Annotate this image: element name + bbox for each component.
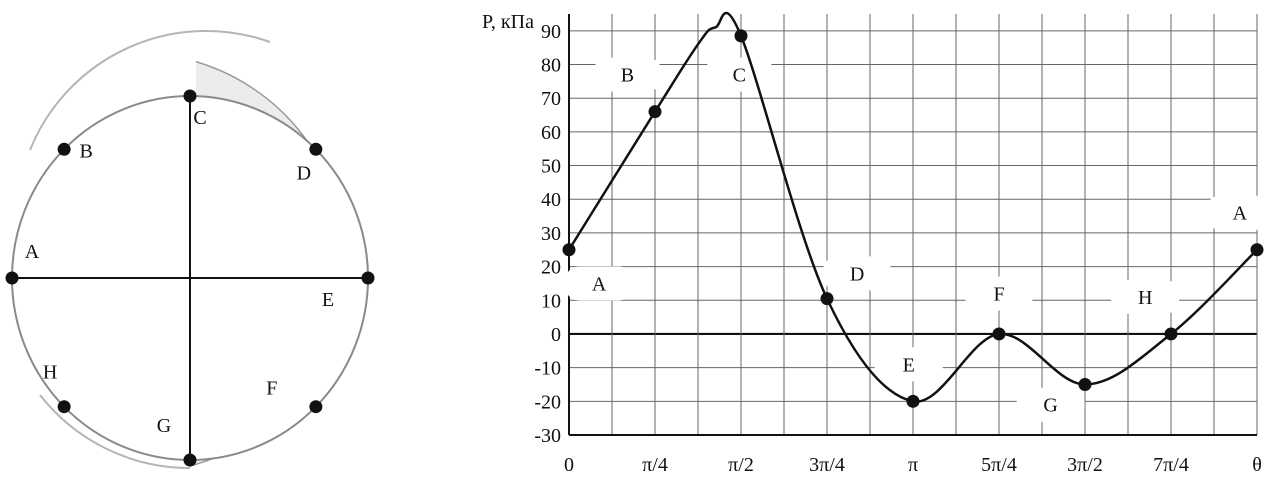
y-tick-label: -20 bbox=[534, 391, 561, 413]
plot-label-a: A bbox=[1233, 203, 1248, 225]
circle-label-a: A bbox=[25, 241, 40, 263]
plot-point-c bbox=[734, 29, 748, 43]
y-tick-label: 20 bbox=[541, 257, 561, 279]
circle-label-e: E bbox=[322, 289, 334, 311]
plot-label-c: C bbox=[733, 65, 746, 87]
crescent-gap-right bbox=[372, 273, 432, 282]
x-tick-label: 3π/4 bbox=[809, 454, 845, 476]
circle-label-d: D bbox=[297, 162, 311, 184]
x-tick-label: 3π/2 bbox=[1067, 454, 1103, 476]
pressure-plot: -30 -20 -10 0 10 20 30 40 50 60 70 80 90 0 π/4 π/2 3π/4 π… bbox=[482, 11, 1274, 476]
y-tick-label: 0 bbox=[551, 324, 561, 346]
label-box bbox=[965, 276, 1033, 311]
label-box bbox=[565, 266, 634, 301]
y-tick-label: 40 bbox=[541, 189, 561, 211]
x-tick-label: 0 bbox=[564, 454, 574, 476]
plot-label-b: B bbox=[621, 65, 634, 87]
label-box bbox=[1111, 279, 1180, 314]
circle-point-b bbox=[57, 142, 71, 156]
plot-label-a: A bbox=[592, 273, 607, 295]
plot-point-a bbox=[562, 243, 576, 257]
circle-point-e bbox=[361, 271, 375, 285]
label-box bbox=[874, 347, 943, 382]
plot-points: A B C D E F G H A bbox=[562, 29, 1264, 417]
plot-label-g: G bbox=[1043, 395, 1057, 417]
plot-label-d: D bbox=[850, 263, 864, 285]
y-tick-label: 90 bbox=[541, 21, 561, 43]
circle-point-c bbox=[183, 89, 197, 103]
label-box bbox=[1016, 387, 1085, 422]
x-tick-label: θ bbox=[1252, 454, 1262, 476]
crescent-gap-top bbox=[184, 55, 196, 95]
circle-label-h: H bbox=[43, 362, 57, 384]
x-tick-label: π bbox=[908, 454, 918, 476]
y-tick-label: 50 bbox=[541, 156, 561, 178]
circle-diagram: A B C D E F G H bbox=[5, 29, 432, 470]
y-tick-label: -10 bbox=[534, 358, 561, 380]
y-tick-label: 30 bbox=[541, 223, 561, 245]
plot-point-a bbox=[1250, 243, 1264, 257]
x-tick-label: 7π/4 bbox=[1153, 454, 1189, 476]
x-tick-label: π/4 bbox=[642, 454, 668, 476]
circle-points: A B C D E F G H bbox=[5, 89, 375, 467]
plot-point-d bbox=[820, 292, 834, 306]
y-tick-label: 70 bbox=[541, 88, 561, 110]
plot-label-boxes bbox=[565, 57, 1274, 422]
y-tick-label: 10 bbox=[541, 290, 561, 312]
plot-point-g bbox=[1078, 377, 1092, 391]
y-tick-label: 80 bbox=[541, 55, 561, 77]
plot-label-f: F bbox=[993, 284, 1004, 306]
circle-point-a bbox=[5, 271, 19, 285]
outer-rim-top-arc bbox=[29, 29, 271, 151]
plot-point-h bbox=[1164, 327, 1178, 341]
y-tick-label: 60 bbox=[541, 122, 561, 144]
x-tick-label: π/2 bbox=[728, 454, 754, 476]
circle-point-h bbox=[57, 400, 71, 414]
circle-point-d bbox=[309, 142, 323, 156]
circle-label-b: B bbox=[79, 140, 92, 162]
circle-label-c: C bbox=[193, 107, 206, 129]
plot-point-e bbox=[906, 394, 920, 408]
plot-label-h: H bbox=[1138, 287, 1152, 309]
circle-point-g bbox=[183, 453, 197, 467]
label-box bbox=[823, 256, 892, 291]
y-axis-label: P, кПа bbox=[482, 11, 534, 33]
circle-label-f: F bbox=[266, 378, 277, 400]
plot-label-e: E bbox=[903, 354, 915, 376]
outer-rim-bottom-arc bbox=[39, 394, 191, 470]
circle-label-g: G bbox=[157, 415, 171, 437]
circle-point-f bbox=[309, 400, 323, 414]
plot-point-b bbox=[648, 105, 662, 119]
label-box bbox=[593, 57, 662, 92]
plot-ticks: -30 -20 -10 0 10 20 30 40 50 60 70 80 90 0 π/4 π/2 3π/4 π… bbox=[534, 21, 1261, 476]
label-box bbox=[1205, 195, 1274, 230]
plot-point-f bbox=[992, 327, 1006, 341]
x-tick-label: 5π/4 bbox=[981, 454, 1017, 476]
y-tick-label: -30 bbox=[534, 425, 561, 447]
